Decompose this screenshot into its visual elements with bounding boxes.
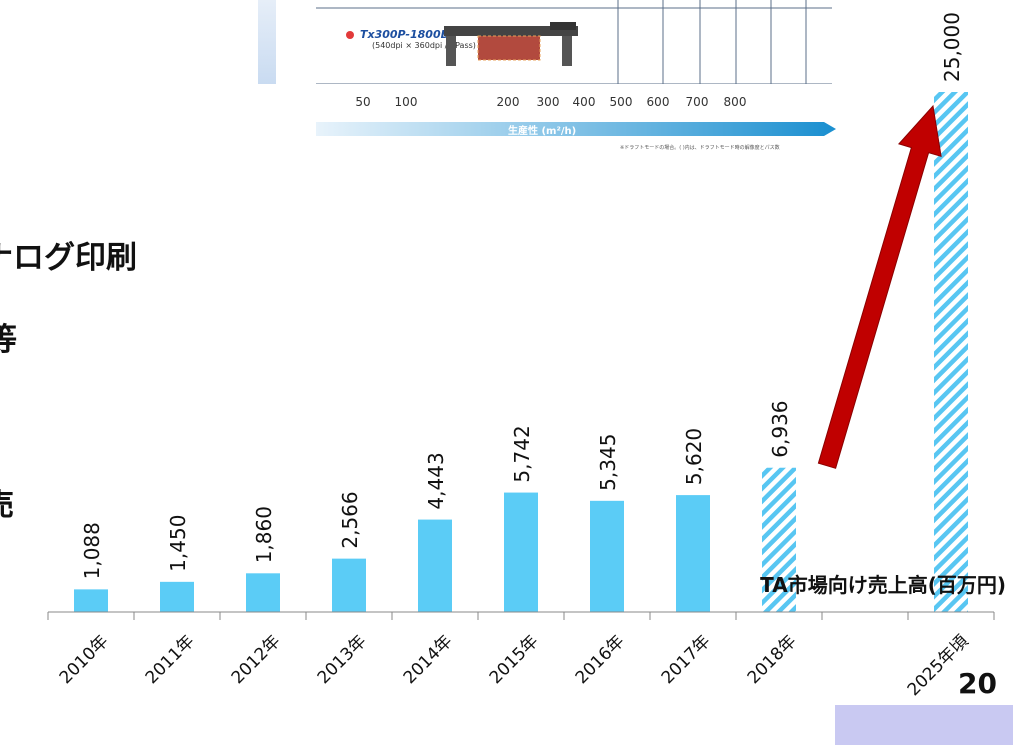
bar-1 xyxy=(160,581,194,612)
x-tick-label-2: 2012年 xyxy=(228,631,285,688)
productivity-tick: 400 xyxy=(572,95,596,109)
productivity-label: 生産性 (m²/h) xyxy=(508,126,577,137)
printer-marker-dot xyxy=(346,31,354,39)
productivity-arrow xyxy=(316,122,836,136)
inset-grid xyxy=(316,0,832,84)
bar-8 xyxy=(762,467,796,612)
x-tick-label-4: 2014年 xyxy=(400,631,457,688)
x-tick-label-3: 2013年 xyxy=(314,631,371,688)
bar-value-label-8: 6,936 xyxy=(768,400,792,457)
x-tick-label-8: 2018年 xyxy=(744,631,801,688)
x-tick-label-5: 2015年 xyxy=(486,631,543,688)
productivity-tick: 600 xyxy=(646,95,670,109)
productivity-tick: 100 xyxy=(394,95,418,109)
productivity-tick: 50 xyxy=(355,95,371,109)
slide-number: 20 xyxy=(958,667,997,700)
chart-title: TA市場向け売上高(百万円) xyxy=(760,573,1006,597)
productivity-tick: 300 xyxy=(536,95,560,109)
bar-value-label-10: 25,000 xyxy=(940,12,964,82)
productivity-footnote: ※ドラフトモードの場合。( )内は、ドラフトモード時の解像度とパス数 xyxy=(620,145,780,151)
growth-arrow xyxy=(817,104,942,469)
bar-value-label-4: 4,443 xyxy=(424,452,448,509)
bar-value-label-0: 1,088 xyxy=(80,522,104,579)
bar-value-label-6: 5,345 xyxy=(596,434,620,491)
bar-value-label-1: 1,450 xyxy=(166,515,190,572)
bar-value-label-2: 1,860 xyxy=(252,506,276,563)
left-text-line-2: 等 xyxy=(0,322,17,358)
x-tick-label-7: 2017年 xyxy=(658,631,715,688)
printer-name: Tx300P-1800B xyxy=(360,28,449,41)
x-tick-label-0: 2010年 xyxy=(56,631,113,688)
productivity-tick: 800 xyxy=(723,95,747,109)
bar-3 xyxy=(332,558,366,612)
productivity-tick: 700 xyxy=(685,95,709,109)
x-tick-label-6: 2016年 xyxy=(572,631,629,688)
bar-value-label-7: 5,620 xyxy=(682,428,706,485)
bar-7 xyxy=(676,495,710,612)
x-tick-label-1: 2011年 xyxy=(142,631,199,688)
bar-value-label-3: 2,566 xyxy=(338,491,362,548)
bar-0 xyxy=(74,589,108,612)
bar-2 xyxy=(246,573,280,612)
printer-illustration xyxy=(444,22,578,66)
productivity-tick: 200 xyxy=(496,95,520,109)
left-text-line-1: ナログ印刷 xyxy=(0,240,137,276)
productivity-axis: 50 100 200 300 400 500 600 700 800 xyxy=(0,95,1013,111)
bar-4 xyxy=(418,519,452,612)
productivity-inset xyxy=(316,0,832,84)
bar-value-label-5: 5,742 xyxy=(510,425,534,482)
bar-10 xyxy=(934,92,968,612)
slide-footer-bar xyxy=(835,705,1013,745)
bar-6 xyxy=(590,500,624,612)
productivity-tick: 500 xyxy=(609,95,633,109)
printer-spec: (540dpi × 360dpi / 2Pass) xyxy=(372,41,476,50)
left-text-line-3: 売 xyxy=(0,480,14,524)
inset-side-gradient xyxy=(258,0,276,84)
bar-5 xyxy=(504,492,538,612)
